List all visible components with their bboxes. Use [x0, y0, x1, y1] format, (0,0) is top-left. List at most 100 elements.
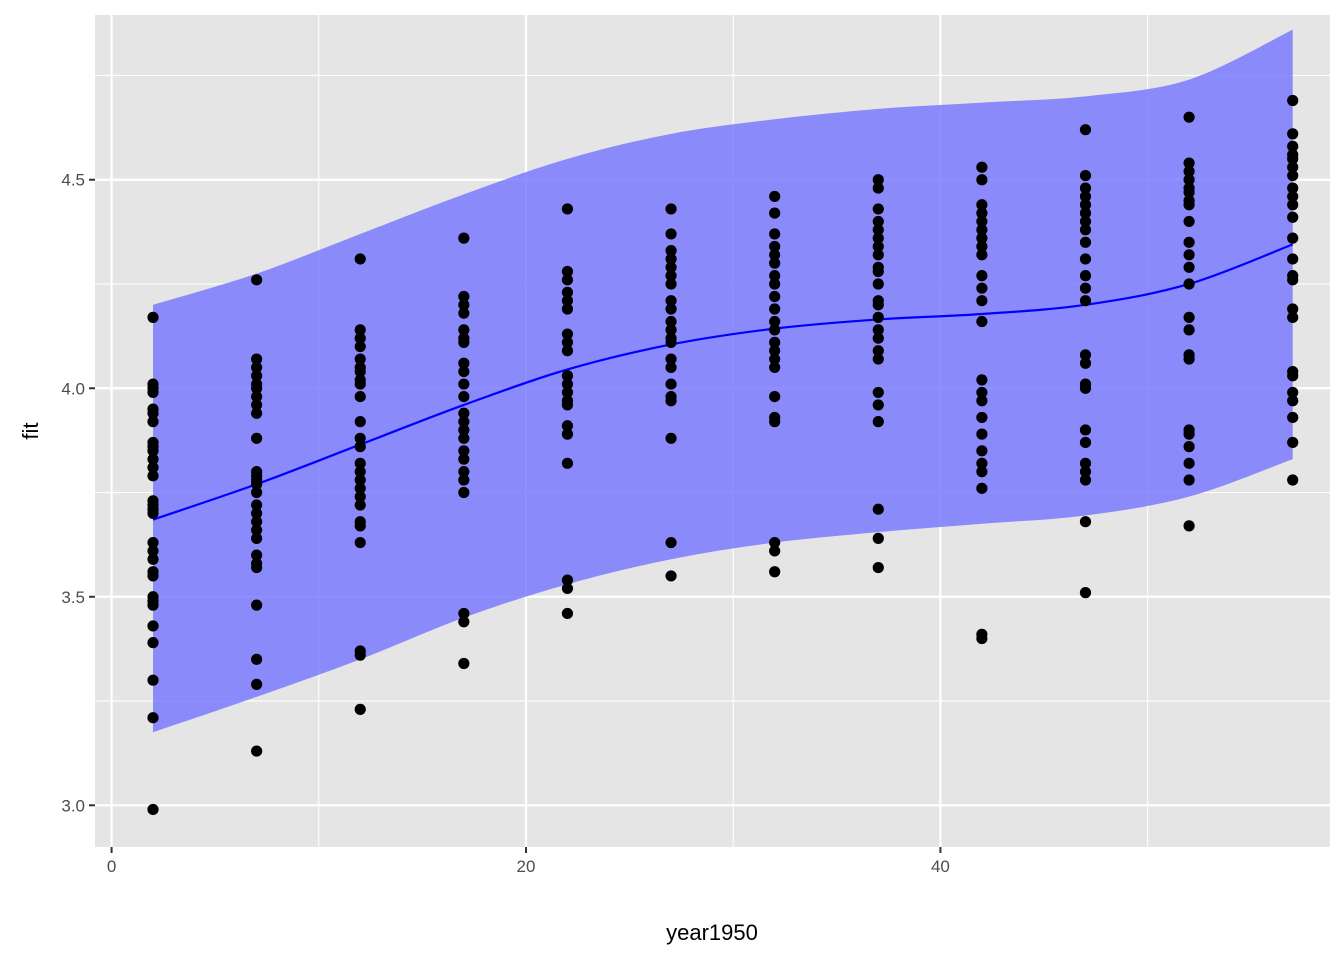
data-point: [665, 228, 677, 240]
data-point: [1079, 474, 1092, 486]
data-point: [147, 470, 159, 482]
data-point: [458, 616, 470, 628]
data-point: [354, 703, 366, 715]
data-point: [147, 453, 159, 465]
data-point: [872, 265, 884, 278]
data-point: [769, 536, 781, 549]
data-point: [458, 424, 470, 436]
data-point: [665, 432, 677, 444]
data-point: [1183, 261, 1195, 273]
x-tick-label: 0: [107, 857, 116, 876]
data-point: [665, 336, 677, 348]
x-axis-title: year1950: [666, 920, 758, 945]
data-point: [665, 303, 677, 315]
data-point: [1183, 311, 1195, 323]
data-point: [561, 607, 574, 620]
data-point: [147, 803, 159, 816]
data-point: [1287, 395, 1299, 407]
data-point: [1183, 324, 1195, 336]
data-point: [872, 249, 884, 261]
data-point: [769, 257, 781, 269]
data-point: [458, 307, 470, 319]
y-tick-label: 3.5: [61, 588, 85, 607]
data-point: [769, 345, 781, 357]
data-point: [665, 203, 677, 215]
data-point: [458, 432, 470, 444]
data-point: [872, 561, 884, 574]
data-point: [147, 545, 159, 557]
data-point: [1079, 224, 1092, 236]
data-point: [872, 311, 884, 323]
data-point: [354, 441, 366, 453]
data-point: [251, 599, 263, 611]
data-point: [251, 745, 263, 757]
data-point: [354, 482, 366, 494]
data-point: [147, 712, 159, 724]
data-point: [769, 290, 781, 303]
data-point: [1079, 282, 1092, 294]
data-point: [1183, 441, 1195, 453]
data-point: [1079, 382, 1092, 394]
data-point: [561, 345, 574, 357]
data-point: [976, 632, 988, 645]
data-point: [1287, 169, 1299, 182]
data-point: [769, 270, 781, 282]
data-point: [458, 299, 470, 311]
data-point: [1183, 174, 1195, 186]
data-point: [458, 407, 470, 419]
data-point: [1287, 411, 1299, 424]
y-axis-title: fit: [18, 422, 43, 439]
data-point: [354, 353, 366, 365]
data-point: [561, 370, 574, 382]
data-point: [251, 390, 263, 403]
fit-line-layer: [152, 243, 1294, 521]
data-point: [458, 474, 470, 486]
data-point: [872, 203, 884, 215]
data-point: [976, 445, 988, 457]
data-point: [354, 491, 366, 503]
data-point: [1183, 199, 1195, 211]
data-point: [976, 174, 988, 186]
data-point: [1079, 436, 1092, 449]
data-point: [1183, 215, 1195, 228]
data-point: [1287, 94, 1299, 107]
data-point: [1079, 424, 1092, 436]
data-point: [976, 395, 988, 407]
y-tick-label: 3.0: [61, 796, 85, 815]
data-point: [561, 286, 574, 298]
data-point: [769, 207, 781, 219]
data-point: [769, 303, 781, 315]
data-point: [354, 365, 366, 378]
data-point: [147, 637, 159, 649]
data-point: [251, 370, 263, 382]
data-point: [354, 324, 366, 336]
data-point: [1079, 190, 1092, 203]
data-point: [769, 315, 781, 328]
data-point: [1183, 353, 1195, 365]
data-point: [976, 215, 988, 228]
data-point: [1287, 128, 1299, 140]
data-point: [665, 536, 677, 549]
confidence-ribbon: [153, 29, 1293, 733]
data-point: [665, 361, 677, 374]
data-point: [251, 399, 263, 411]
data-point: [976, 466, 988, 478]
data-point: [665, 295, 677, 307]
data-point: [147, 536, 159, 549]
data-point: [976, 315, 988, 328]
data-point: [1287, 140, 1299, 152]
data-point: [458, 466, 470, 478]
data-point: [769, 336, 781, 348]
data-point: [665, 315, 677, 328]
data-point: [561, 265, 574, 278]
data-point: [665, 324, 677, 336]
data-point: [1287, 474, 1299, 486]
data-point: [976, 482, 988, 494]
data-point: [872, 532, 884, 544]
data-point: [769, 249, 781, 261]
data-point: [1079, 182, 1092, 194]
data-point: [561, 386, 574, 399]
data-point: [976, 411, 988, 424]
data-point: [561, 303, 574, 315]
